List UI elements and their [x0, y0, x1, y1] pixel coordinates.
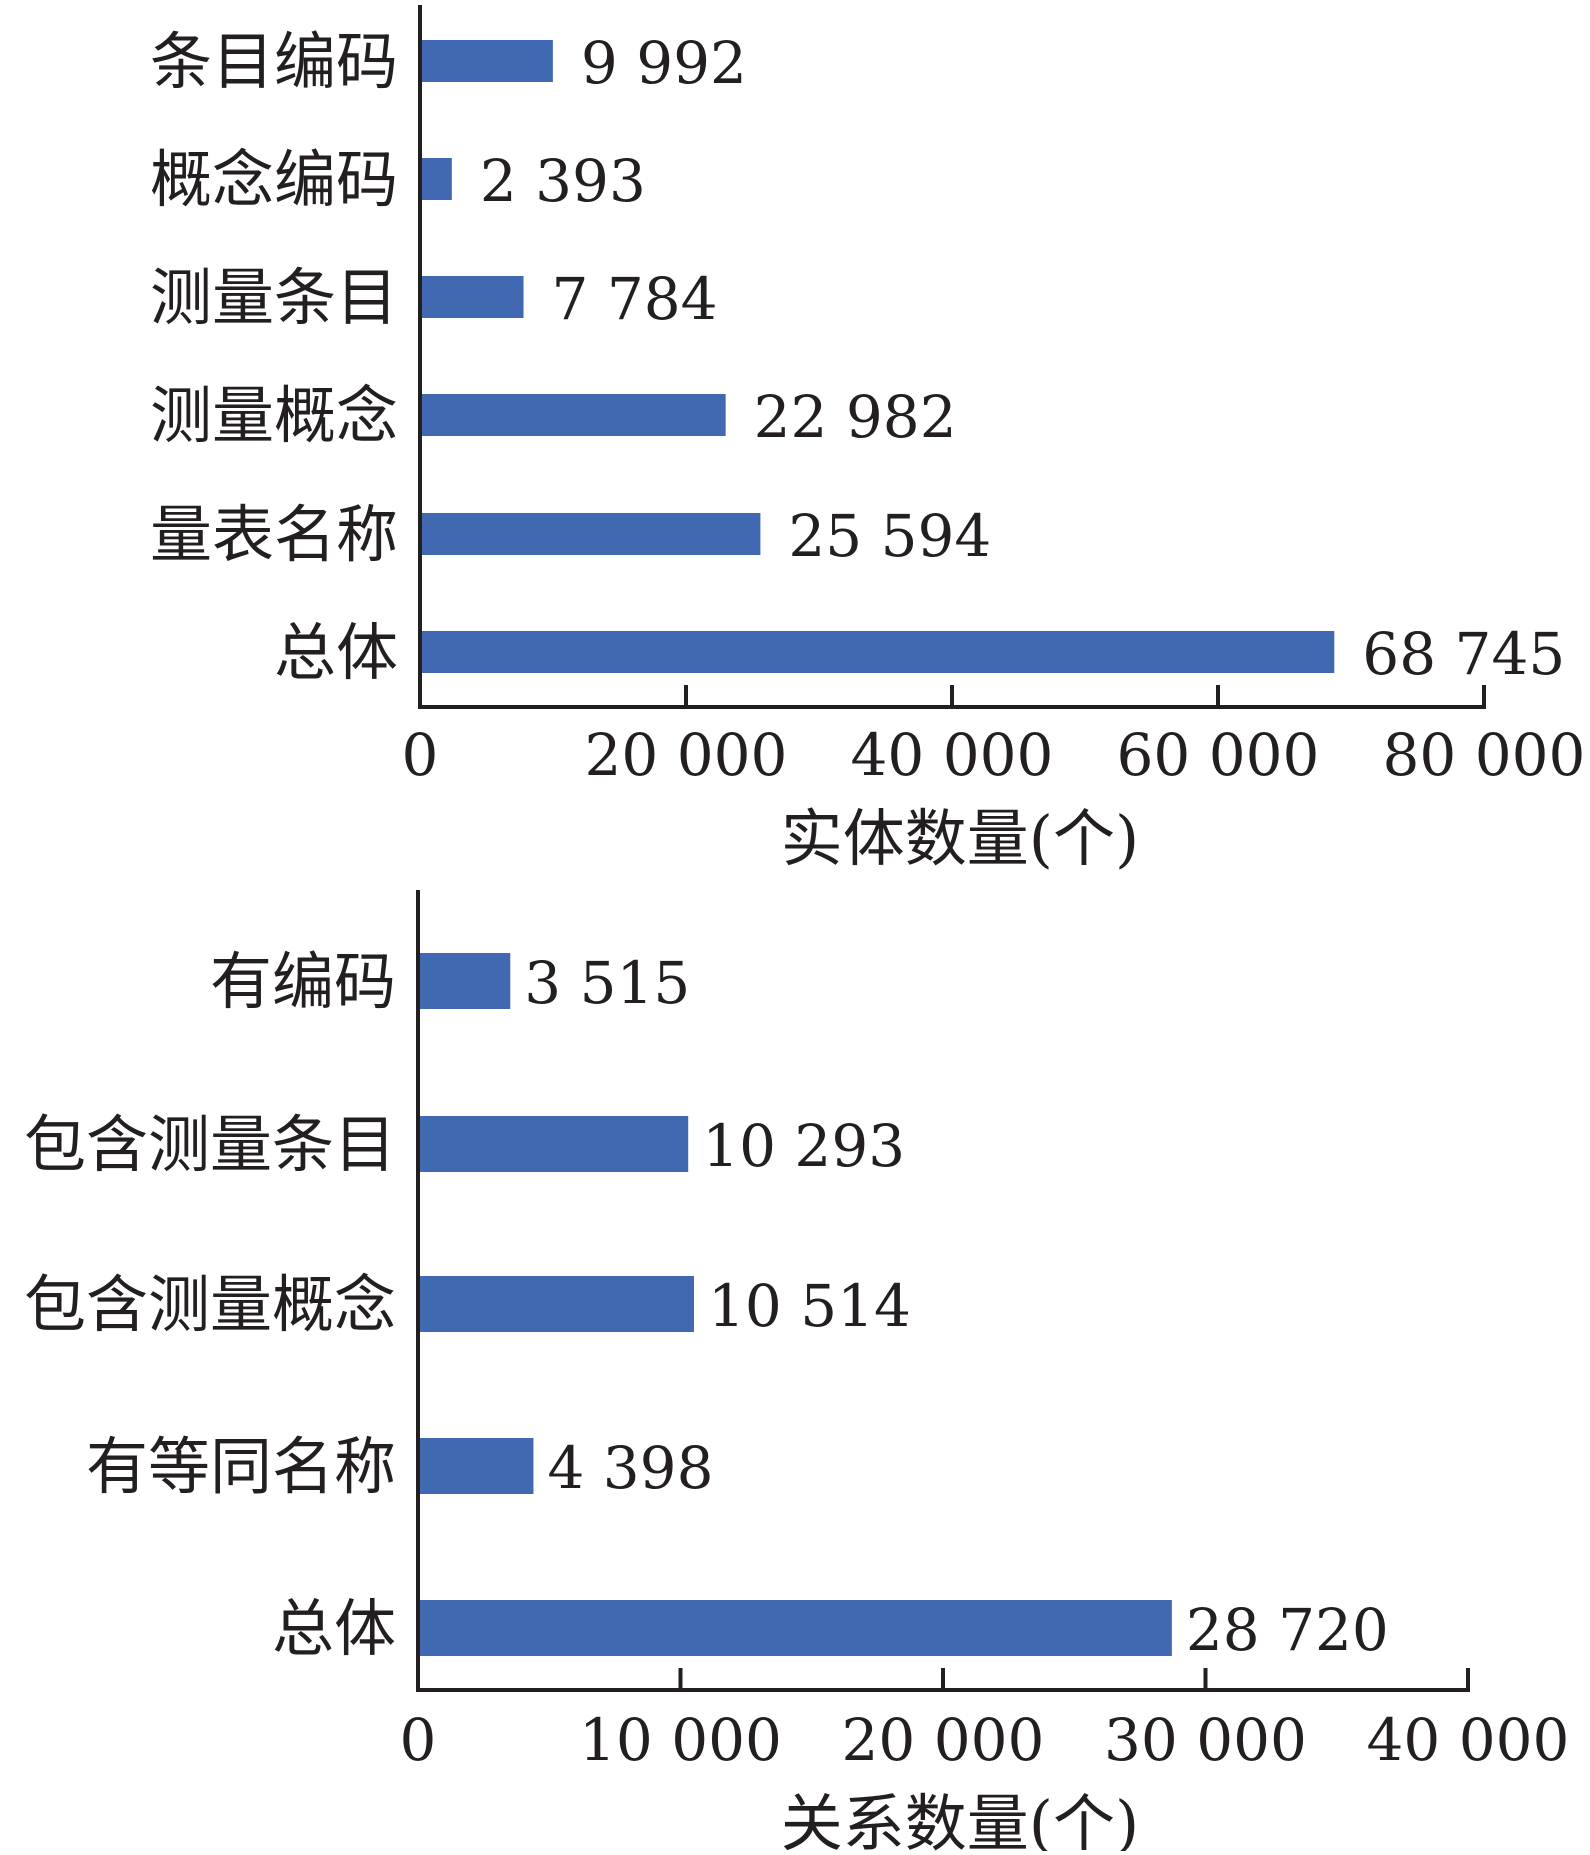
x-axis-title: 实体数量(个)	[781, 802, 1139, 875]
x-tick-label-0: 0	[402, 721, 439, 789]
bar-2	[420, 276, 524, 318]
x-tick-label-0: 0	[400, 1706, 437, 1774]
value-label-4: 28 720	[1186, 1596, 1389, 1664]
category-label-2: 测量条目	[150, 261, 398, 334]
value-label-1: 2 393	[480, 147, 646, 215]
bar-4	[420, 513, 761, 555]
x-axis-title: 关系数量(个)	[781, 1787, 1139, 1851]
bar-2	[418, 1276, 694, 1332]
bar-1	[420, 158, 452, 200]
category-label-4: 量表名称	[150, 498, 398, 571]
category-label-0: 条目编码	[150, 25, 398, 98]
category-label-5: 总体	[274, 616, 398, 689]
category-label-1: 概念编码	[150, 143, 398, 216]
bar-4	[418, 1600, 1172, 1656]
value-label-3: 22 982	[754, 383, 957, 451]
category-label-1: 包含测量条目	[24, 1108, 396, 1181]
value-label-2: 10 514	[708, 1272, 911, 1340]
category-label-4: 总体	[272, 1592, 396, 1665]
entity-count-chart: 9 992 条目编码 2 393 概念编码 7 784 测量条目 22 982 测量概念 25 …	[150, 5, 1585, 875]
value-label-4: 25 594	[788, 502, 991, 570]
bar-5	[420, 631, 1335, 673]
bar-0	[418, 953, 511, 1009]
bar-3	[418, 1438, 534, 1494]
category-label-3: 有等同名称	[86, 1430, 396, 1503]
x-tick-label-1: 10 000	[579, 1706, 782, 1774]
x-tick-label-4: 80 000	[1383, 721, 1586, 789]
x-tick-label-2: 40 000	[851, 721, 1054, 789]
x-tick-label-3: 60 000	[1117, 721, 1320, 789]
x-tick-label-4: 40 000	[1367, 1706, 1570, 1774]
x-tick-label-1: 20 000	[585, 721, 788, 789]
bar-0	[420, 40, 553, 82]
category-label-3: 测量概念	[150, 379, 398, 452]
category-label-0: 有编码	[210, 945, 396, 1018]
x-tick-label-2: 20 000	[842, 1706, 1045, 1774]
value-label-2: 7 784	[552, 265, 718, 333]
value-label-3: 4 398	[547, 1434, 713, 1502]
relation-count-chart: 3 515 有编码 10 293 包含测量条目 10 514 包含测量概念 4 398 有等同…	[24, 890, 1570, 1855]
value-label-5: 68 745	[1362, 620, 1565, 688]
category-label-2: 包含测量概念	[24, 1268, 396, 1341]
value-label-0: 9 992	[581, 29, 747, 97]
x-tick-label-3: 30 000	[1104, 1706, 1307, 1774]
bar-3	[420, 394, 726, 436]
bar-1	[418, 1116, 689, 1172]
value-label-1: 10 293	[702, 1112, 905, 1180]
value-label-0: 3 515	[524, 949, 690, 1017]
